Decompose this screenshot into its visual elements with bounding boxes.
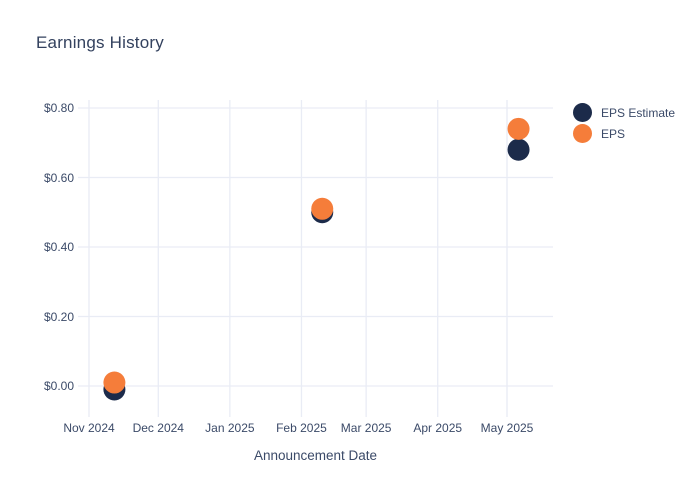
data-point-eps[interactable]	[311, 197, 334, 220]
x-axis-title: Announcement Date	[253, 448, 378, 463]
data-point-eps[interactable]	[507, 117, 530, 140]
y-tick-label: $0.20	[43, 309, 74, 324]
legend-label-eps: EPS	[601, 126, 626, 141]
legend-item-eps-estimate[interactable]: EPS Estimate	[573, 102, 675, 123]
x-tick-label: Feb 2025	[276, 421, 327, 435]
data-point-eps[interactable]	[103, 371, 126, 394]
eps-marker-icon	[573, 124, 592, 143]
y-tick-label: $0.00	[43, 379, 74, 393]
legend-item-eps[interactable]: EPS	[573, 123, 675, 144]
y-tick-label: $0.80	[43, 101, 74, 115]
x-tick-label: Mar 2025	[340, 421, 392, 435]
legend: EPS Estimate EPS	[573, 102, 675, 144]
x-tick-label: May 2025	[480, 421, 534, 435]
x-tick-label: Dec 2024	[132, 421, 184, 435]
y-tick-label: $0.60	[43, 170, 74, 185]
x-tick-label: Jan 2025	[205, 421, 255, 435]
x-tick-label: Nov 2024	[63, 421, 115, 435]
y-tick-label: $0.40	[43, 240, 74, 254]
x-tick-label: Apr 2025	[413, 421, 463, 435]
eps-estimate-marker-icon	[573, 103, 592, 122]
chart-title: Earnings History	[36, 33, 164, 52]
legend-label-eps-estimate: EPS Estimate	[601, 105, 676, 120]
data-point-eps-estimate[interactable]	[507, 138, 530, 161]
